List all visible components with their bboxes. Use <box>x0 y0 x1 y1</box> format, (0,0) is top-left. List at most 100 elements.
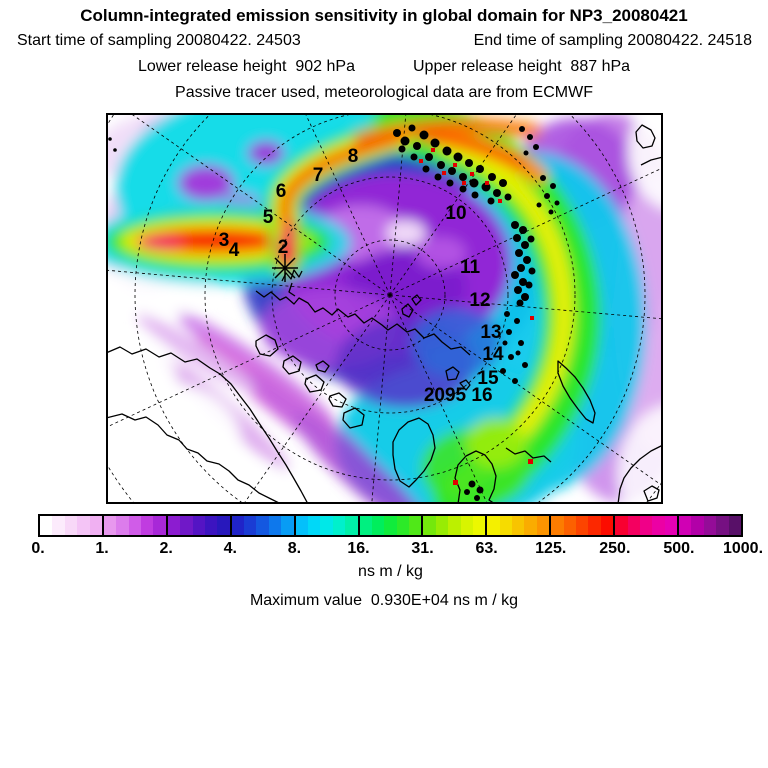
colorbar-block <box>613 516 678 535</box>
track-point-label: 15 <box>477 368 499 389</box>
colorbar-cell <box>77 516 90 535</box>
colorbar-cell <box>460 516 473 535</box>
colorbar-cell <box>448 516 461 535</box>
colorbar-block <box>485 516 550 535</box>
colorbar-cell <box>89 516 102 535</box>
sampling-times-row: Start time of sampling 20080422. 24503 E… <box>17 32 752 50</box>
colorbar-block <box>677 516 741 535</box>
track-point-label: 4 <box>229 240 240 261</box>
colorbar-cell <box>487 516 500 535</box>
colorbar-cell <box>64 516 78 535</box>
colorbar-cell <box>141 516 154 535</box>
track-point-label: 6 <box>276 181 287 202</box>
colorbar-cell <box>281 516 294 535</box>
colorbar-cell <box>204 516 218 535</box>
colorbar-cell <box>472 516 486 535</box>
track-point-label: 11 <box>460 257 481 278</box>
colorbar-tick-label: 2. <box>159 540 173 557</box>
colorbar-cell <box>551 516 564 535</box>
colorbar-block <box>293 516 358 535</box>
colorbar-block <box>165 516 230 535</box>
track-point-label: 3 <box>219 230 230 251</box>
colorbar <box>38 514 743 537</box>
colorbar-cell <box>244 516 257 535</box>
colorbar-cell <box>371 516 385 535</box>
sampling-dots <box>108 124 560 501</box>
colorbar-cell <box>153 516 166 535</box>
colorbar-cell <box>679 516 692 535</box>
coastlines <box>106 124 663 504</box>
max-value-label: Maximum value 0.930E+04 ns m / kg <box>249 592 519 609</box>
colorbar-cell <box>615 516 628 535</box>
colorbar-cell <box>627 516 640 535</box>
track-point-label: 14 <box>482 344 504 365</box>
colorbar-tick-labels: 0. 1. 2. 4. 8. 16. 31. 63. 125. 250. 500. 1000. <box>31 540 763 560</box>
upper-release-height-label: Upper release height 887 hPa <box>413 58 631 75</box>
colorbar-cell <box>320 516 333 535</box>
colorbar-unit: ns m / kg <box>358 563 423 580</box>
release-marker-icon <box>272 254 298 282</box>
colorbar-tick-label: 500. <box>663 540 695 557</box>
colorbar-cell <box>231 516 245 535</box>
colorbar-cell <box>716 516 729 535</box>
track-point-label: 16 <box>471 385 492 406</box>
colorbar-cell <box>103 516 117 535</box>
colorbar-block <box>421 516 486 535</box>
track-point-label: 2 <box>278 237 289 258</box>
colorbar-tick-label: 250. <box>599 540 631 557</box>
colorbar-cell <box>664 516 678 535</box>
colorbar-cell <box>384 516 397 535</box>
colorbar-cell <box>192 516 205 535</box>
colorbar-cell <box>409 516 422 535</box>
colorbar-cell <box>167 516 181 535</box>
colorbar-block <box>40 516 102 535</box>
sensitivity-map: 2 3 4 5 6 7 8 10 11 12 13 14 15 2095 16 <box>106 113 663 504</box>
colorbar-cell <box>396 516 410 535</box>
colorbar-tick-label: 16. <box>347 540 370 557</box>
tracer-note: Passive tracer used, meteorological data… <box>175 84 593 101</box>
colorbar-cell <box>512 516 525 535</box>
sampling-start-label: Start time of sampling 20080422. 24503 <box>17 32 301 49</box>
sensitivity-field <box>106 113 663 504</box>
track-point-label: 2095 <box>424 385 467 406</box>
colorbar-cell <box>128 516 142 535</box>
colorbar-tick-label: 1000. <box>722 540 764 557</box>
colorbar-cell <box>308 516 321 535</box>
colorbar-cell <box>52 516 65 535</box>
page-title: Column-integrated emission sensitivity i… <box>80 6 688 25</box>
colorbar-cell <box>40 516 53 535</box>
lower-release-height-label: Lower release height 902 hPa <box>137 58 355 75</box>
track-point-label: 7 <box>313 165 324 186</box>
sampling-end-label: End time of sampling 20080422. 24518 <box>473 32 752 49</box>
colorbar-cell <box>217 516 230 535</box>
colorbar-tick-label: 4. <box>223 540 237 557</box>
track-point-label: 12 <box>469 290 490 311</box>
colorbar-block <box>357 516 422 535</box>
colorbar-tick-label: 0. <box>31 540 45 557</box>
colorbar-cell <box>588 516 601 535</box>
colorbar-cell <box>180 516 193 535</box>
track-point-label: 5 <box>263 207 274 228</box>
track-point-label: 13 <box>480 322 501 343</box>
colorbar-cell <box>499 516 513 535</box>
colorbar-cell <box>728 516 741 535</box>
colorbar-cell <box>345 516 358 535</box>
colorbar-tick-label: 1. <box>95 540 109 557</box>
colorbar-cell <box>524 516 537 535</box>
colorbar-cell <box>563 516 576 535</box>
colorbar-tick-label: 63. <box>475 540 498 557</box>
colorbar-block <box>229 516 294 535</box>
colorbar-cell <box>576 516 589 535</box>
colorbar-cell <box>295 516 308 535</box>
colorbar-cell <box>359 516 372 535</box>
colorbar-cell <box>536 516 550 535</box>
release-heights-row: Lower release height 902 hPa Upper relea… <box>0 58 768 76</box>
colorbar-cell <box>703 516 717 535</box>
colorbar-cell <box>332 516 346 535</box>
colorbar-cell <box>691 516 704 535</box>
map-frame <box>106 113 663 504</box>
track-point-label: 8 <box>348 146 359 167</box>
